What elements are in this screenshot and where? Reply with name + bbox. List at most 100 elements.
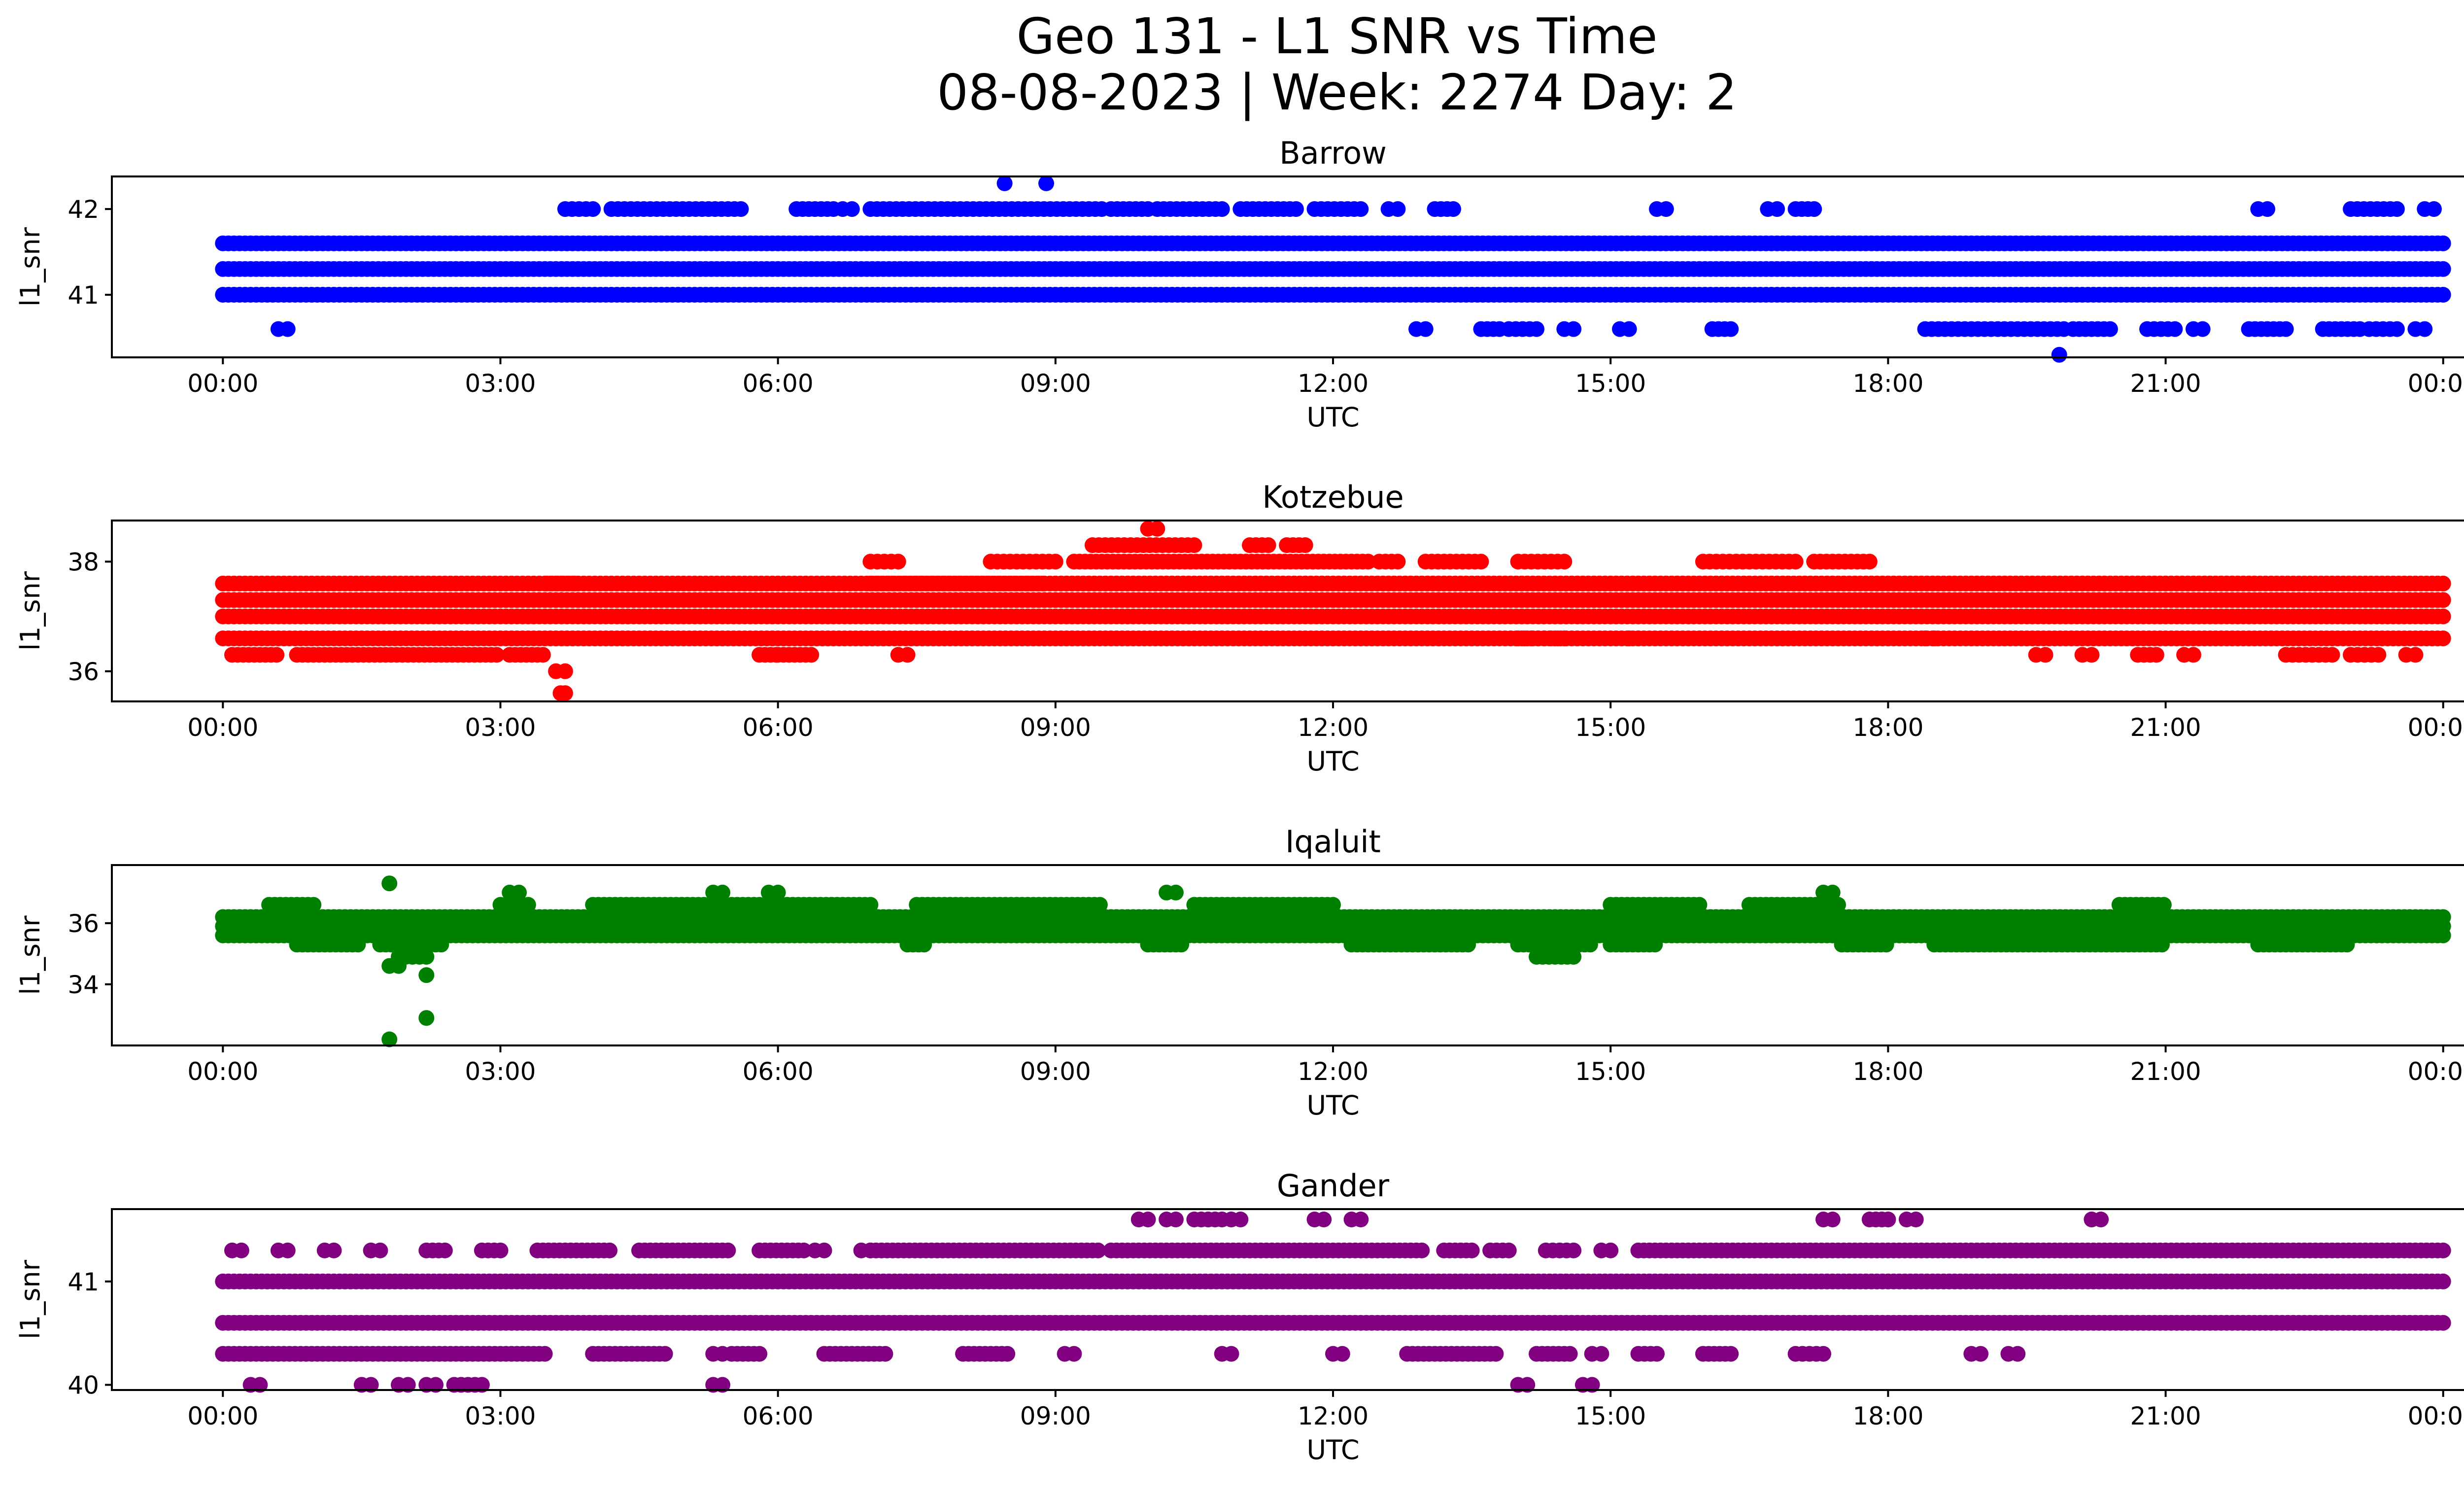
y-tick-label: 36 — [68, 658, 99, 686]
data-point — [1214, 201, 1230, 217]
data-point — [1621, 321, 1637, 337]
data-points — [215, 175, 2451, 363]
y-tick-label: 41 — [68, 281, 99, 310]
data-point — [1047, 554, 1063, 570]
data-points — [215, 521, 2451, 701]
data-point — [2246, 575, 2262, 591]
x-tick-label: 15:00 — [1575, 369, 1646, 398]
data-point — [2435, 909, 2451, 925]
data-point — [350, 937, 366, 953]
data-point — [566, 575, 582, 591]
data-point — [1353, 201, 1369, 217]
data-point — [2435, 630, 2451, 647]
outlier-point — [1038, 175, 1054, 191]
data-point — [2435, 235, 2451, 251]
data-point — [2407, 647, 2424, 663]
data-point — [1769, 201, 1785, 217]
subplot-title: Kotzebue — [1262, 479, 1403, 515]
data-point — [585, 201, 601, 217]
data-point — [2259, 201, 2275, 217]
data-point — [2324, 647, 2340, 663]
y-tick-label: 38 — [68, 548, 99, 576]
data-point — [520, 897, 536, 913]
data-point — [1529, 321, 1544, 337]
x-tick-label: 00:00 — [187, 713, 258, 742]
data-point — [1473, 554, 1489, 570]
data-point — [488, 647, 505, 663]
data-point — [899, 647, 916, 663]
data-point — [2370, 647, 2387, 663]
data-point — [1186, 537, 1202, 553]
data-point — [1806, 201, 1822, 217]
subplots: Barrow 00:00 03:00 06:00 09:00 12:00 15:00 18:0… — [15, 135, 2464, 1465]
x-axis-label: UTC — [1306, 402, 1359, 433]
data-point — [557, 663, 573, 679]
subplot-title: Barrow — [1279, 135, 1387, 171]
data-point — [2185, 647, 2201, 663]
data-point — [2278, 321, 2294, 337]
outlier-point — [2051, 347, 2067, 363]
x-tick-label: 03:00 — [465, 369, 536, 398]
data-point — [535, 647, 551, 663]
x-tick-label: 00:00 — [187, 369, 258, 398]
x-tick-label: 12:00 — [1298, 369, 1369, 398]
data-point — [2435, 592, 2451, 608]
data-point — [2148, 647, 2164, 663]
data-point — [733, 201, 749, 217]
data-point — [1288, 201, 1304, 217]
data-point — [1830, 897, 1846, 913]
data-point — [844, 201, 860, 217]
data-points — [215, 875, 2451, 1047]
data-point — [2167, 321, 2183, 337]
data-point — [1691, 897, 1708, 913]
x-tick-label: 12:00 — [1298, 713, 1369, 742]
x-tick-label: 18:00 — [1852, 713, 1923, 742]
x-tick-label: 00:00 — [2408, 713, 2464, 742]
data-point — [279, 321, 296, 337]
x-tick-label: 15:00 — [1575, 713, 1646, 742]
data-point — [2194, 321, 2211, 337]
outlier-point — [996, 175, 1013, 191]
data-point — [1556, 630, 1573, 647]
data-point — [862, 897, 879, 913]
data-point — [803, 647, 820, 663]
data-point — [1325, 897, 1341, 913]
data-point — [269, 647, 285, 663]
x-tick-label: 09:00 — [1020, 713, 1091, 742]
data-point — [433, 937, 449, 953]
data-point — [2426, 201, 2442, 217]
data-point — [2435, 575, 2451, 591]
data-point — [2037, 647, 2053, 663]
data-point — [1861, 554, 1878, 570]
data-point — [1926, 630, 1943, 647]
x-tick-label: 00:00 — [2408, 369, 2464, 398]
data-point — [890, 554, 906, 570]
x-tick-label: 06:00 — [743, 369, 814, 398]
x-tick-label: 03:00 — [465, 713, 536, 742]
x-tick-label: 21:00 — [2130, 369, 2201, 398]
figure-title-line1: Geo 131 - L1 SNR vs Time — [1017, 7, 1658, 65]
data-point — [1630, 630, 1646, 647]
subplot-title: Iqaluit — [1285, 824, 1381, 860]
data-point — [1787, 554, 1804, 570]
data-point — [2435, 261, 2451, 277]
data-point — [2389, 321, 2405, 337]
data-point — [2417, 321, 2433, 337]
data-point — [2156, 897, 2172, 913]
data-point — [2102, 321, 2118, 337]
data-point — [1658, 201, 1674, 217]
data-point — [1260, 537, 1276, 553]
data-point — [2389, 201, 2405, 217]
data-point — [1417, 321, 1434, 337]
x-axis-label: UTC — [1306, 746, 1359, 777]
data-point — [2435, 608, 2451, 625]
data-point — [1092, 897, 1108, 913]
data-point — [1566, 321, 1582, 337]
data-point — [1360, 554, 1376, 570]
data-point — [1297, 537, 1313, 553]
data-point — [1034, 575, 1051, 591]
